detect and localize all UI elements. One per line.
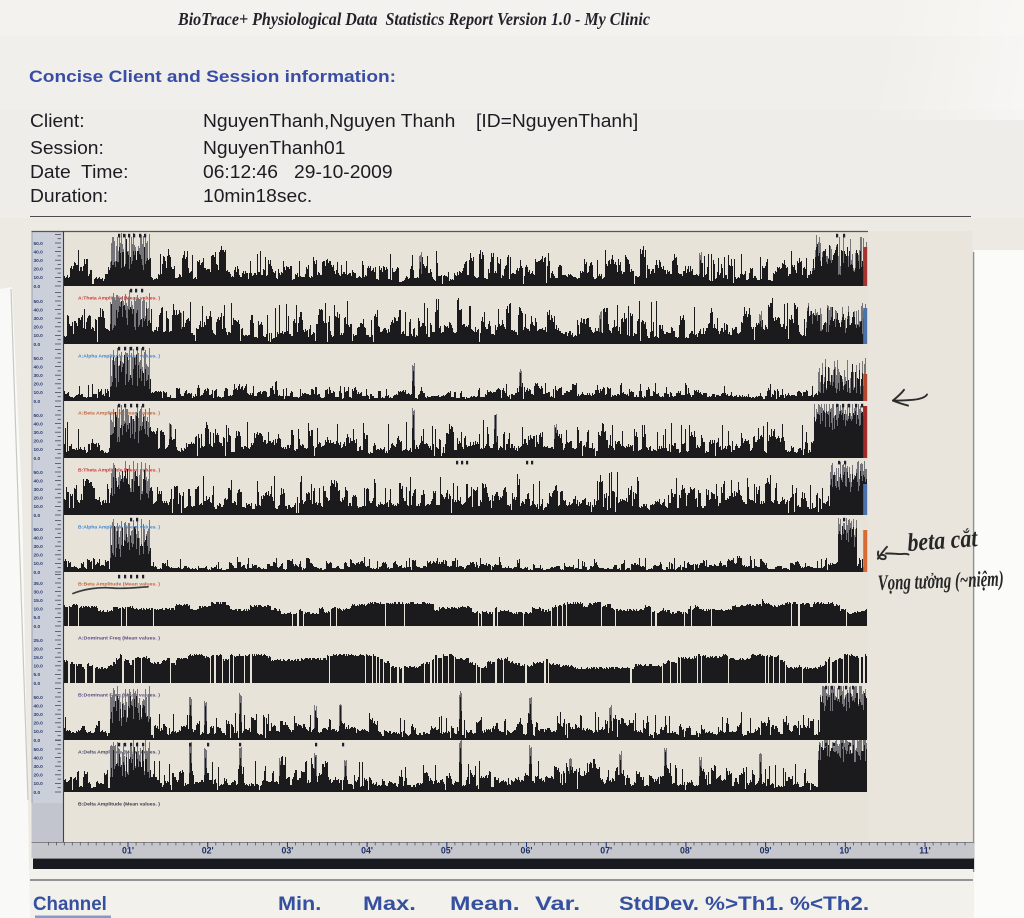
svg-text:30.0: 30.0 [34,544,44,550]
svg-text:30.0: 30.0 [34,316,44,322]
svg-text:11': 11' [919,846,930,856]
svg-text:10.0: 10.0 [34,561,44,567]
svg-text:15.0: 15.0 [34,598,44,604]
svg-text:Vọng tưởng (~niệm): Vọng tưởng (~niệm) [877,566,1004,595]
svg-text:0.0: 0.0 [34,456,41,462]
svg-text:35.0: 35.0 [34,581,44,587]
svg-text:0.0: 0.0 [34,513,41,519]
svg-text:10.0: 10.0 [34,333,44,339]
svg-text:40.0: 40.0 [34,307,44,313]
svg-text:B:Beta Amplitude (Mean values.: B:Beta Amplitude (Mean values. ) [78,582,160,588]
svg-text:20.0: 20.0 [34,382,44,388]
svg-text:0.0: 0.0 [34,284,41,290]
svg-text:10.0: 10.0 [34,504,44,510]
svg-text:02': 02' [202,846,214,856]
svg-text:B:Theta Amplitude (Mean values: B:Theta Amplitude (Mean values. ) [78,468,160,474]
svg-text:30.0: 30.0 [34,712,44,718]
svg-text:01': 01' [122,846,134,856]
svg-text:50.0: 50.0 [34,413,44,419]
svg-text:20.0: 20.0 [34,439,44,445]
svg-text:20.0: 20.0 [34,773,44,779]
svg-text:20.0: 20.0 [34,646,44,652]
svg-text:05': 05' [441,846,453,856]
svg-text:10.0: 10.0 [34,729,44,735]
svg-text:09': 09' [760,846,772,856]
svg-text:50.0: 50.0 [34,470,44,476]
svg-text:06': 06' [521,846,533,856]
svg-text:30.0: 30.0 [34,487,44,493]
svg-text:20.0: 20.0 [34,267,44,273]
svg-text:40.0: 40.0 [34,421,44,427]
svg-text:10.0: 10.0 [34,607,44,613]
svg-text:50.0: 50.0 [34,527,44,533]
svg-text:40.0: 40.0 [34,478,44,484]
svg-text:30.0: 30.0 [34,373,44,379]
svg-text:A:Alpha Amplitude (Mean values: A:Alpha Amplitude (Mean values. ) [78,354,160,360]
svg-text:10': 10' [839,846,851,856]
svg-text:0.0: 0.0 [34,342,41,348]
svg-text:50.0: 50.0 [34,299,44,305]
svg-text:10.0: 10.0 [34,390,44,396]
svg-text:10.0: 10.0 [34,447,44,453]
svg-text:B:Delta Amplitude (Mean values: B:Delta Amplitude (Mean values. ) [78,802,160,808]
svg-text:40.0: 40.0 [34,703,44,709]
svg-text:50.0: 50.0 [34,695,44,701]
svg-text:40.0: 40.0 [34,364,44,370]
svg-text:30.0: 30.0 [34,258,44,264]
svg-text:beta cắt: beta cắt [906,523,979,557]
svg-text:20.0: 20.0 [34,721,44,727]
svg-text:10.0: 10.0 [34,275,44,281]
svg-text:40.0: 40.0 [34,249,44,255]
svg-text:15.0: 15.0 [34,655,44,661]
svg-text:08': 08' [680,846,692,856]
svg-text:20.0: 20.0 [34,325,44,331]
svg-text:20.0: 20.0 [34,553,44,559]
svg-text:B:Dominant Freq (Mean values.: B:Dominant Freq (Mean values. ) [78,693,160,699]
svg-text:30.0: 30.0 [34,430,44,436]
svg-text:50.0: 50.0 [34,747,44,753]
svg-text:40.0: 40.0 [34,535,44,541]
svg-text:10.0: 10.0 [34,664,44,670]
svg-text:A:Dominant Freq (Mean values.: A:Dominant Freq (Mean values. ) [78,636,160,642]
svg-text:0.0: 0.0 [34,399,41,405]
svg-text:5.0: 5.0 [34,615,41,621]
svg-text:B:Alpha Amplitude (Mean values: B:Alpha Amplitude (Mean values. ) [78,525,160,531]
svg-text:0.0: 0.0 [34,624,41,630]
svg-text:0.0: 0.0 [34,681,41,687]
svg-text:5.0: 5.0 [34,672,41,678]
svg-text:30.0: 30.0 [34,764,44,770]
svg-text:20.0: 20.0 [34,496,44,502]
svg-text:50.0: 50.0 [34,356,44,362]
svg-text:50.0: 50.0 [34,241,44,247]
svg-text:40.0: 40.0 [34,755,44,761]
svg-text:0.0: 0.0 [34,738,41,744]
svg-text:07': 07' [600,846,612,856]
svg-text:04': 04' [361,846,373,856]
svg-text:25.0: 25.0 [34,638,44,644]
svg-text:30.0: 30.0 [34,589,44,595]
svg-text:10.0: 10.0 [34,781,44,787]
svg-text:03': 03' [281,846,293,856]
svg-text:0.0: 0.0 [34,790,41,796]
svg-text:0.0: 0.0 [34,570,41,576]
